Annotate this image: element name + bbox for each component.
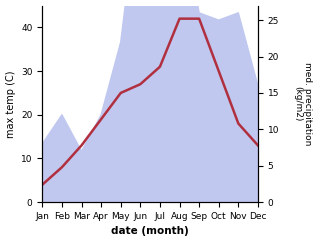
X-axis label: date (month): date (month) [111, 227, 189, 236]
Y-axis label: med. precipitation
(kg/m2): med. precipitation (kg/m2) [293, 62, 313, 145]
Y-axis label: max temp (C): max temp (C) [5, 70, 16, 138]
